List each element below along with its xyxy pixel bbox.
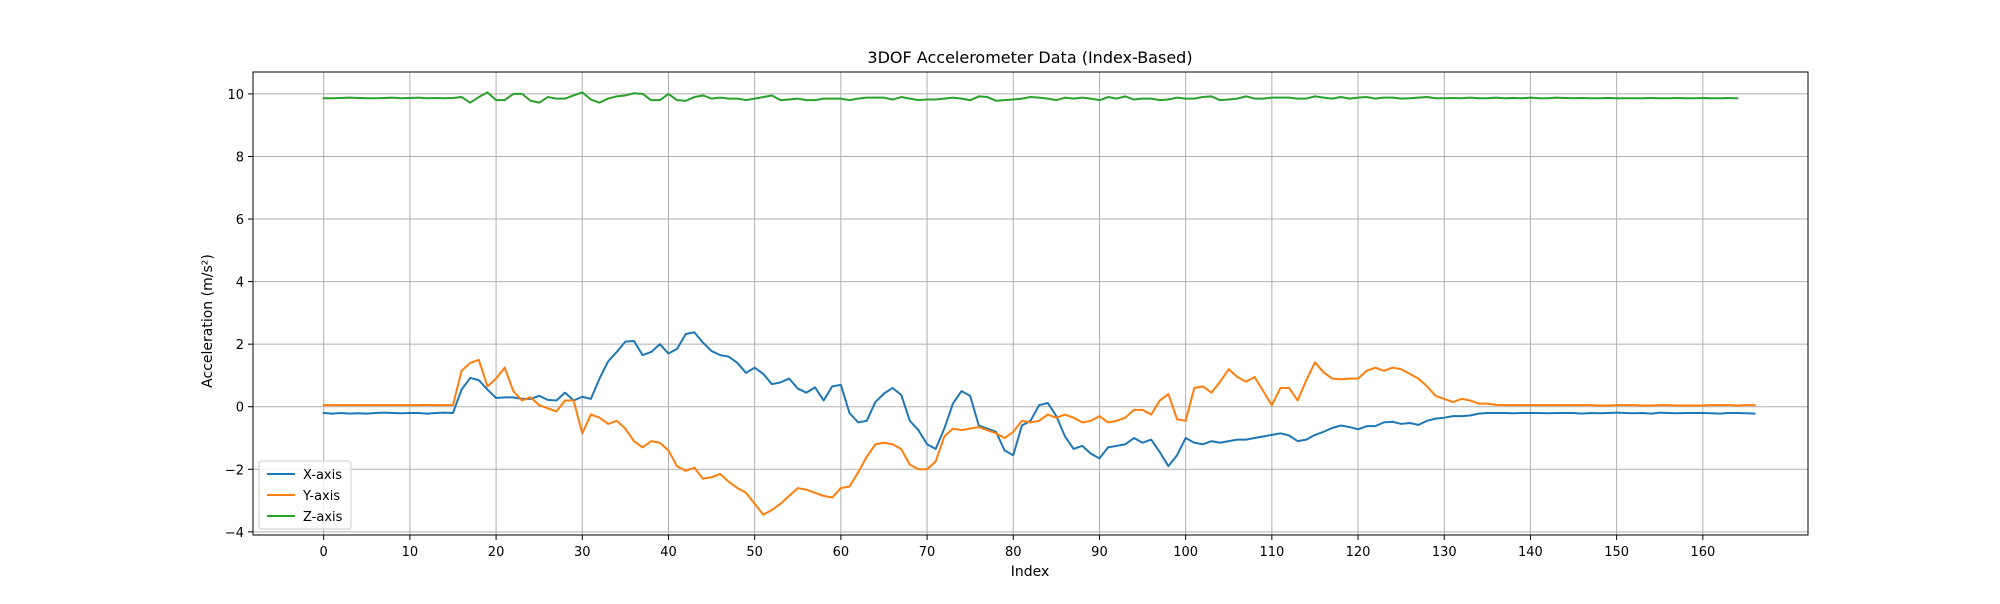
x-tick-label: 110 xyxy=(1259,545,1284,560)
x-tick-label: 80 xyxy=(1005,545,1022,560)
chart-title: 3DOF Accelerometer Data (Index-Based) xyxy=(867,48,1192,67)
x-axis-ticks: 0 10 20 30 40 50 60 70 80 90 100 110 120 130 140 150 160 xyxy=(320,535,1715,560)
y-axis-ticks: −4 −2 0 2 4 6 8 10 xyxy=(225,88,253,541)
x-tick-label: 10 xyxy=(402,545,419,560)
x-tick-label: 40 xyxy=(660,545,677,560)
series-lines xyxy=(322,91,1756,516)
x-tick-label: 70 xyxy=(919,545,936,560)
legend-label: X-axis xyxy=(303,468,342,483)
x-tick-label: 130 xyxy=(1432,545,1457,560)
y-tick-label: 6 xyxy=(236,213,244,228)
x-tick-label: 0 xyxy=(320,545,328,560)
legend-box xyxy=(258,460,352,530)
y-tick-label: 0 xyxy=(236,401,244,416)
x-tick-label: 140 xyxy=(1518,545,1543,560)
x-tick-label: 60 xyxy=(833,545,850,560)
x-tick-label: 90 xyxy=(1091,545,1108,560)
series-line-x-axis xyxy=(322,331,1756,468)
y-tick-label: 2 xyxy=(236,338,244,353)
legend-label: Y-axis xyxy=(302,489,340,504)
y-tick-label: −2 xyxy=(225,463,244,478)
x-tick-label: 30 xyxy=(574,545,591,560)
x-tick-label: 50 xyxy=(746,545,763,560)
series-line-y-axis xyxy=(322,358,1756,516)
x-tick-label: 20 xyxy=(488,545,505,560)
y-tick-label: 10 xyxy=(227,88,244,103)
x-tick-label: 160 xyxy=(1690,545,1715,560)
x-tick-label: 150 xyxy=(1604,545,1629,560)
y-tick-label: −4 xyxy=(225,526,244,541)
x-tick-label: 120 xyxy=(1346,545,1371,560)
legend-label: Z-axis xyxy=(303,510,343,525)
grid xyxy=(253,72,1808,535)
y-tick-label: 8 xyxy=(236,150,244,165)
series-line-z-axis xyxy=(322,91,1739,104)
y-tick-label: 4 xyxy=(236,276,244,291)
x-axis-label: Index xyxy=(1011,564,1050,580)
plot-frame xyxy=(252,71,1809,536)
legend: X-axis Y-axis Z-axis xyxy=(258,460,352,530)
x-tick-label: 100 xyxy=(1173,545,1198,560)
y-axis-label: Acceleration (m/s²) xyxy=(200,254,216,388)
